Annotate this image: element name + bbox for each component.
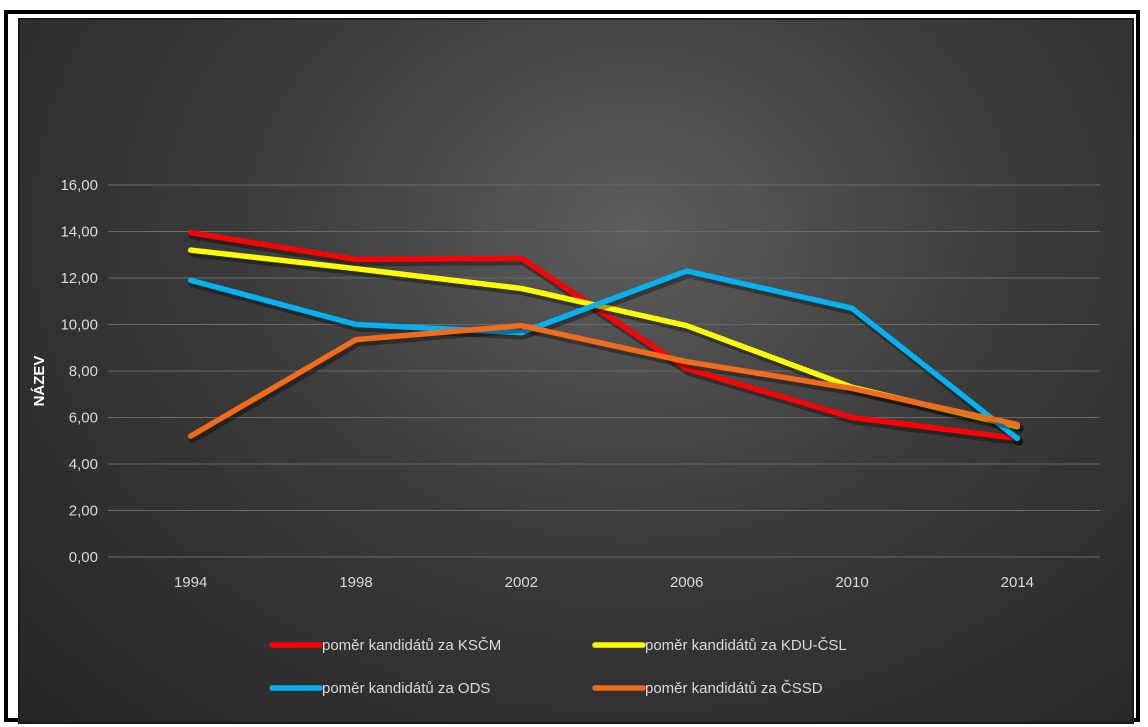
data-point — [685, 324, 688, 327]
y-tick-label: 10,00 — [60, 317, 98, 334]
y-tick-label: 8,00 — [69, 363, 98, 380]
data-point — [355, 323, 357, 326]
x-tick-label: 2006 — [670, 574, 703, 591]
legend-label: poměr kandidátů za KDU-ČSL — [645, 637, 847, 654]
legend-label: poměr kandidátů za ČSSD — [645, 680, 823, 697]
y-tick-label: 2,00 — [69, 503, 98, 520]
x-tick-label: 1998 — [339, 574, 372, 591]
data-point — [1016, 437, 1019, 440]
data-point — [189, 279, 192, 282]
series-line — [187, 322, 1021, 439]
data-point — [355, 267, 357, 270]
data-point — [520, 331, 523, 334]
data-point — [355, 338, 357, 341]
data-point — [685, 270, 688, 273]
y-tick-label: 6,00 — [69, 410, 98, 427]
legend-item: poměr kandidátů za KSČM — [269, 637, 501, 654]
series-line — [187, 229, 1021, 442]
legend-item: poměr kandidátů za ODS — [269, 680, 490, 697]
data-point — [1016, 423, 1019, 426]
series-line — [187, 268, 1021, 442]
x-tick-label: 2014 — [1001, 574, 1034, 591]
chart-area: 1994 1998 2002 2006 2010 2014 0,00 2,00 4,00 6,0… — [20, 20, 1132, 722]
y-tick-label: 16,00 — [60, 177, 98, 194]
series-2 — [187, 268, 1024, 446]
series-layer — [187, 229, 1024, 446]
series-3 — [187, 322, 1024, 444]
legend-label: poměr kandidátů za KSČM — [322, 637, 501, 654]
x-axis-labels: 1994 1998 2002 2006 2010 2014 — [174, 574, 1034, 591]
data-point — [851, 387, 853, 390]
data-point — [685, 360, 688, 363]
legend: poměr kandidátů za KSČM poměr kandidátů z… — [269, 637, 847, 697]
data-point — [189, 249, 192, 252]
legend-item: poměr kandidátů za ČSSD — [592, 680, 823, 697]
legend-label: poměr kandidátů za ODS — [322, 680, 490, 697]
grid-layer — [108, 184, 1100, 558]
data-point — [851, 416, 853, 419]
data-point — [189, 435, 192, 438]
y-axis-labels: 0,00 2,00 4,00 6,00 8,00 10,00 12,00 14,00 16,00 — [60, 177, 98, 566]
y-tick-label: 4,00 — [69, 456, 98, 473]
data-point — [520, 257, 523, 260]
data-point — [355, 258, 357, 261]
data-point — [520, 287, 523, 290]
data-point — [520, 324, 523, 327]
line-chart: 1994 1998 2002 2006 2010 2014 0,00 2,00 4,00 6,0… — [31, 177, 1100, 697]
y-tick-label: 0,00 — [69, 549, 98, 566]
data-point — [189, 231, 192, 234]
x-tick-label: 1994 — [174, 574, 207, 591]
x-tick-label: 2002 — [505, 574, 538, 591]
x-tick-label: 2010 — [835, 574, 868, 591]
legend-item: poměr kandidátů za KDU-ČSL — [592, 637, 847, 654]
y-tick-label: 14,00 — [60, 224, 98, 241]
data-point — [851, 307, 853, 310]
y-tick-label: 12,00 — [60, 270, 98, 287]
data-point — [685, 367, 688, 370]
y-axis-title: NÁZEV — [31, 356, 48, 407]
